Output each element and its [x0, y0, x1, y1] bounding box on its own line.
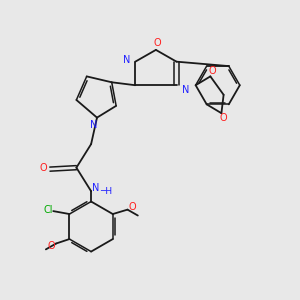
Text: O: O: [154, 38, 161, 47]
Text: O: O: [40, 163, 47, 173]
Text: N: N: [92, 183, 99, 193]
Text: O: O: [47, 242, 55, 251]
Text: O: O: [219, 113, 227, 124]
Text: N: N: [123, 55, 130, 65]
Text: O: O: [129, 202, 136, 212]
Text: ─H: ─H: [100, 187, 112, 196]
Text: N: N: [182, 85, 189, 94]
Text: N: N: [90, 120, 98, 130]
Text: O: O: [208, 66, 216, 76]
Text: Cl: Cl: [43, 205, 53, 214]
